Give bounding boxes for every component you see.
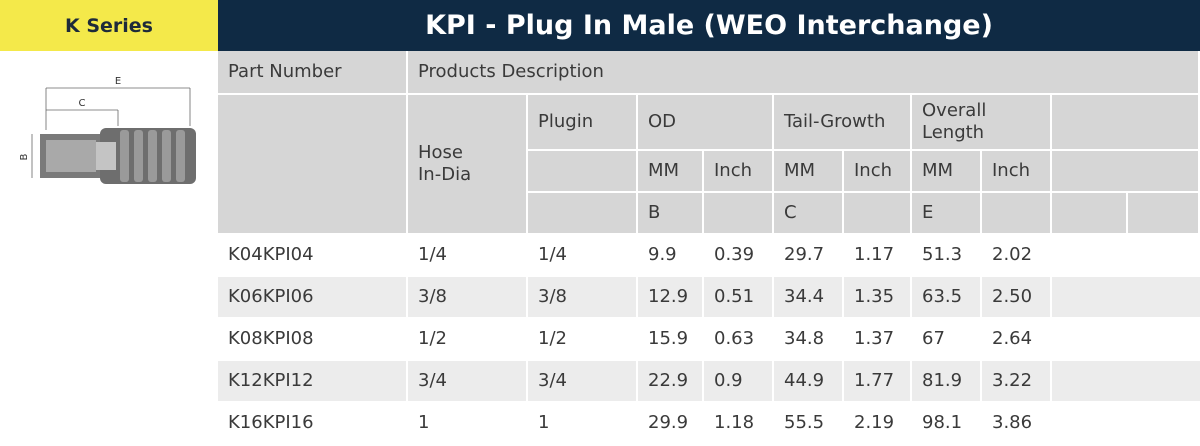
header-dim-c-inch bbox=[844, 193, 912, 235]
cell-hose: 3/8 bbox=[408, 277, 528, 319]
cell-plugin: 1/2 bbox=[528, 319, 638, 361]
cell-extra bbox=[1052, 277, 1200, 319]
cell-ol_in: 2.50 bbox=[982, 277, 1052, 319]
cell-extra bbox=[1052, 319, 1200, 361]
cell-part: K12KPI12 bbox=[218, 361, 408, 403]
cell-od_in: 0.9 bbox=[704, 361, 774, 403]
header-od-inch: Inch bbox=[704, 151, 774, 193]
page-title: KPI - Plug In Male (WEO Interchange) bbox=[218, 0, 1200, 51]
cell-ol_mm: 51.3 bbox=[912, 235, 982, 277]
cell-tg_in: 1.35 bbox=[844, 277, 912, 319]
cell-ol_mm: 98.1 bbox=[912, 403, 982, 445]
header-tg-mm: MM bbox=[774, 151, 844, 193]
header-dim-c: C bbox=[774, 193, 844, 235]
cell-ol_mm: 67 bbox=[912, 319, 982, 361]
cell-plugin: 3/8 bbox=[528, 277, 638, 319]
cell-ol_mm: 63.5 bbox=[912, 277, 982, 319]
header-dim-b: B bbox=[638, 193, 704, 235]
cell-tg_mm: 55.5 bbox=[774, 403, 844, 445]
cell-part: K04KPI04 bbox=[218, 235, 408, 277]
cell-od_in: 0.63 bbox=[704, 319, 774, 361]
header-extra-3 bbox=[1052, 193, 1128, 235]
header-plugin-sub bbox=[528, 151, 638, 193]
cell-tg_in: 1.77 bbox=[844, 361, 912, 403]
cell-extra bbox=[1052, 361, 1200, 403]
cell-part: K16KPI16 bbox=[218, 403, 408, 445]
series-tab: K Series bbox=[0, 0, 218, 51]
cell-extra bbox=[1052, 403, 1200, 445]
header-dim-e: E bbox=[912, 193, 982, 235]
header-ol-mm: MM bbox=[912, 151, 982, 193]
cell-tg_in: 2.19 bbox=[844, 403, 912, 445]
header-tail-growth: Tail-Growth bbox=[774, 95, 912, 151]
header-hose-in-dia: Hose In-Dia bbox=[408, 95, 528, 235]
cell-od_mm: 22.9 bbox=[638, 361, 704, 403]
cell-ol_in: 2.02 bbox=[982, 235, 1052, 277]
cell-tg_mm: 34.8 bbox=[774, 319, 844, 361]
fitting-diagram: E C B bbox=[19, 76, 196, 184]
header-extra-1 bbox=[1052, 95, 1200, 151]
cell-part: K08KPI08 bbox=[218, 319, 408, 361]
header-blank bbox=[218, 95, 408, 235]
cell-od_in: 1.18 bbox=[704, 403, 774, 445]
header-overall-length: Overall Length bbox=[912, 95, 1052, 151]
cell-hose: 1/4 bbox=[408, 235, 528, 277]
cell-od_mm: 9.9 bbox=[638, 235, 704, 277]
header-dim-e-inch bbox=[982, 193, 1052, 235]
cell-tg_in: 1.17 bbox=[844, 235, 912, 277]
cell-od_in: 0.51 bbox=[704, 277, 774, 319]
header-extra-2 bbox=[1052, 151, 1200, 193]
cell-tg_mm: 34.4 bbox=[774, 277, 844, 319]
cell-hose: 3/4 bbox=[408, 361, 528, 403]
header-products-description: Products Description bbox=[408, 51, 1200, 95]
header-od-mm: MM bbox=[638, 151, 704, 193]
dim-label-b: B bbox=[19, 153, 30, 160]
cell-plugin: 1 bbox=[528, 403, 638, 445]
header-plugin-dim bbox=[528, 193, 638, 235]
cell-tg_mm: 29.7 bbox=[774, 235, 844, 277]
cell-part: K06KPI06 bbox=[218, 277, 408, 319]
cell-ol_in: 3.86 bbox=[982, 403, 1052, 445]
cell-extra bbox=[1052, 235, 1200, 277]
cell-od_mm: 12.9 bbox=[638, 277, 704, 319]
cell-plugin: 3/4 bbox=[528, 361, 638, 403]
header-part-number: Part Number bbox=[218, 51, 408, 95]
header-tg-inch: Inch bbox=[844, 151, 912, 193]
cell-hose: 1 bbox=[408, 403, 528, 445]
cell-od_in: 0.39 bbox=[704, 235, 774, 277]
cell-ol_mm: 81.9 bbox=[912, 361, 982, 403]
cell-hose: 1/2 bbox=[408, 319, 528, 361]
header-od: OD bbox=[638, 95, 774, 151]
dim-label-c: C bbox=[79, 98, 86, 109]
header-ol-inch: Inch bbox=[982, 151, 1052, 193]
header-dim-b-inch bbox=[704, 193, 774, 235]
header-plugin: Plugin bbox=[528, 95, 638, 151]
cell-ol_in: 3.22 bbox=[982, 361, 1052, 403]
cell-ol_in: 2.64 bbox=[982, 319, 1052, 361]
cell-od_mm: 15.9 bbox=[638, 319, 704, 361]
dim-label-e: E bbox=[115, 76, 121, 87]
cell-plugin: 1/4 bbox=[528, 235, 638, 277]
cell-tg_mm: 44.9 bbox=[774, 361, 844, 403]
cell-tg_in: 1.37 bbox=[844, 319, 912, 361]
cell-od_mm: 29.9 bbox=[638, 403, 704, 445]
header-extra-4 bbox=[1128, 193, 1200, 235]
